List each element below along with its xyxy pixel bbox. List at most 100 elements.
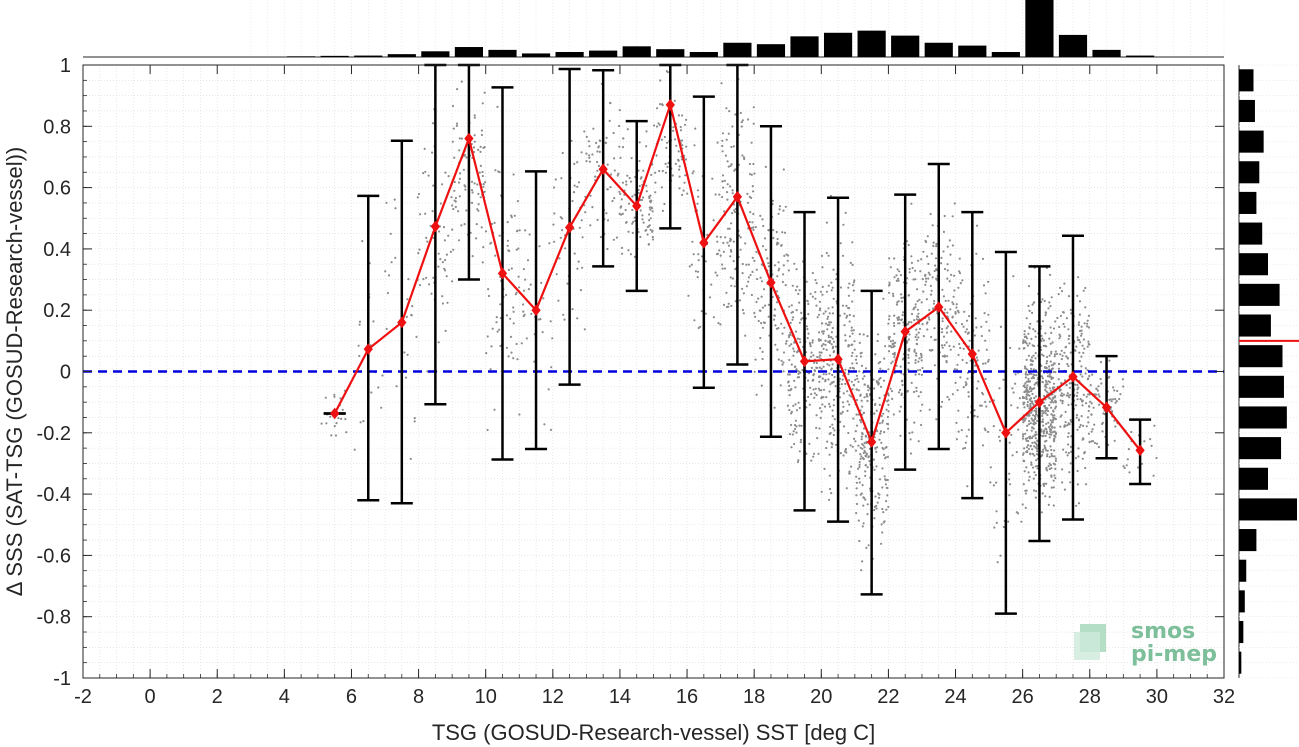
scatter-point — [1076, 391, 1079, 394]
scatter-point — [463, 184, 466, 187]
right-hist-bar — [1239, 345, 1283, 368]
scatter-point — [957, 430, 960, 433]
scatter-point — [1041, 420, 1044, 424]
scatter-point — [1054, 350, 1057, 353]
scatter-point — [833, 418, 836, 421]
scatter-point — [839, 286, 843, 289]
scatter-point — [1026, 437, 1029, 440]
top-hist-bar — [991, 52, 1020, 57]
scatter-point — [1052, 410, 1055, 413]
scatter-point — [722, 186, 725, 189]
scatter-point — [599, 235, 603, 239]
scatter-point — [879, 432, 882, 435]
scatter-point — [821, 266, 824, 269]
scatter-point — [841, 378, 844, 381]
scatter-point — [1032, 354, 1035, 357]
scatter-point — [517, 275, 520, 278]
scatter-point — [759, 336, 762, 340]
scatter-point — [549, 320, 552, 323]
scatter-point — [499, 344, 502, 348]
scatter-point — [596, 169, 599, 172]
scatter-point — [832, 297, 835, 300]
scatter-point — [1045, 422, 1048, 425]
scatter-point — [470, 189, 474, 192]
scatter-point — [330, 434, 333, 437]
scatter-point — [747, 280, 750, 283]
scatter-point — [893, 257, 896, 260]
scatter-point — [1017, 428, 1020, 431]
scatter-point — [759, 276, 762, 279]
scatter-point — [987, 313, 990, 316]
scatter-point — [1027, 447, 1030, 451]
scatter-point — [1093, 441, 1096, 445]
scatter-point — [481, 170, 484, 174]
scatter-point — [725, 291, 728, 294]
scatter-point — [1088, 405, 1091, 408]
scatter-point — [851, 300, 854, 303]
x-tick-label: 0 — [145, 686, 156, 708]
scatter-point — [647, 225, 651, 228]
scatter-point — [460, 224, 463, 227]
scatter-point — [840, 412, 843, 415]
scatter-point — [320, 422, 323, 425]
scatter-point — [843, 324, 846, 327]
top-hist-bar — [555, 52, 584, 57]
scatter-point — [462, 168, 465, 171]
scatter-point — [782, 168, 785, 171]
scatter-point — [1047, 365, 1051, 368]
scatter-point — [855, 388, 858, 391]
mean-point — [732, 190, 743, 203]
scatter-point — [986, 360, 990, 363]
scatter-point — [918, 298, 921, 301]
scatter-point — [788, 344, 791, 347]
scatter-point — [873, 468, 876, 471]
scatter-point — [831, 286, 834, 289]
scatter-point — [748, 220, 751, 224]
scatter-point — [393, 198, 396, 201]
scatter-point — [828, 487, 832, 491]
scatter-point — [819, 375, 822, 378]
scatter-point — [1031, 441, 1034, 444]
scatter-point — [911, 431, 914, 434]
scatter-point — [899, 434, 902, 437]
scatter-point — [844, 447, 848, 451]
scatter-point — [813, 369, 817, 373]
scatter-point — [416, 196, 419, 199]
scatter-point — [884, 345, 887, 348]
scatter-point — [389, 232, 392, 235]
scatter-point — [1046, 413, 1049, 417]
scatter-point — [852, 417, 855, 420]
scatter-point — [1153, 424, 1156, 427]
scatter-point — [889, 387, 892, 390]
scatter-point — [723, 179, 727, 182]
scatter-point — [985, 320, 988, 323]
scatter-point — [425, 236, 428, 239]
scatter-point — [505, 346, 508, 349]
scatter-point — [842, 405, 845, 408]
scatter-point — [335, 422, 338, 425]
scatter-point — [1082, 424, 1085, 427]
scatter-point — [618, 109, 621, 112]
scatter-point — [1030, 417, 1033, 420]
scatter-point — [1045, 455, 1049, 458]
scatter-point — [394, 207, 397, 210]
scatter-point — [1063, 325, 1066, 328]
scatter-point — [752, 226, 755, 229]
x-tick-label: 32 — [1213, 686, 1235, 708]
scatter-point — [470, 180, 474, 183]
scatter-point — [858, 481, 861, 484]
scatter-point — [851, 388, 854, 391]
scatter-point — [819, 307, 822, 310]
scatter-point — [949, 308, 952, 311]
scatter-point — [873, 508, 876, 512]
scatter-point — [767, 315, 770, 318]
scatter-point — [1031, 402, 1034, 405]
scatter-point — [726, 160, 729, 163]
scatter-point — [1040, 511, 1043, 514]
scatter-point — [863, 441, 866, 444]
scatter-point — [1049, 419, 1052, 422]
scatter-point — [974, 317, 977, 320]
right-hist-bar — [1239, 222, 1263, 245]
scatter-point — [998, 387, 1001, 390]
scatter-point — [847, 286, 850, 289]
